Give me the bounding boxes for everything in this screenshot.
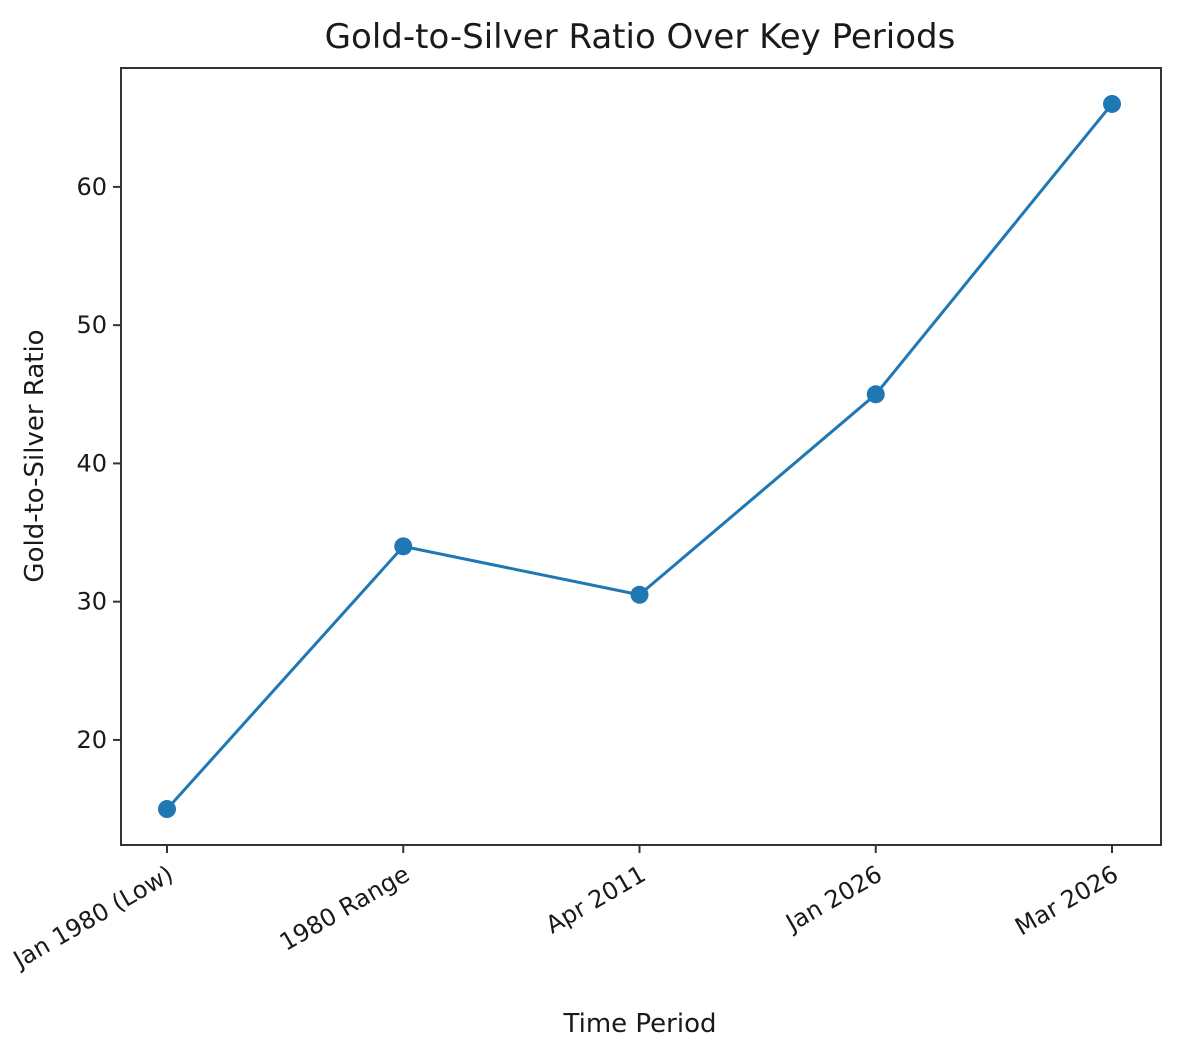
x-tick-label: Apr 2011 <box>541 860 650 939</box>
y-tick-label: 30 <box>76 588 107 616</box>
x-tick-label: 1980 Range <box>275 860 414 957</box>
y-tick-label: 60 <box>76 173 107 201</box>
data-point <box>1103 94 1121 113</box>
series-markers <box>158 94 1121 819</box>
x-axis-label: Time Period <box>563 1009 717 1039</box>
y-tick-label: 20 <box>76 726 107 754</box>
series-line <box>165 102 1114 811</box>
y-tick-label: 40 <box>76 449 107 477</box>
data-point <box>394 537 413 556</box>
y-axis: 20 30 40 50 60 <box>76 173 121 754</box>
plot-frame <box>120 67 1162 846</box>
data-point <box>866 385 885 404</box>
y-tick-label: 50 <box>76 311 107 339</box>
y-axis-label: Gold-to-Silver Ratio <box>20 329 50 582</box>
data-point <box>158 800 176 819</box>
x-axis: Jan 1980 (Low) 1980 Range Apr 2011 Jan 2026… <box>7 845 1123 975</box>
x-tick-label: Jan 1980 (Low) <box>7 860 178 975</box>
data-point <box>630 585 649 604</box>
x-tick-label: Jan 2026 <box>779 860 886 938</box>
x-tick-label: Mar 2026 <box>1010 860 1123 941</box>
chart-title: Gold-to-Silver Ratio Over Key Periods <box>325 17 956 57</box>
